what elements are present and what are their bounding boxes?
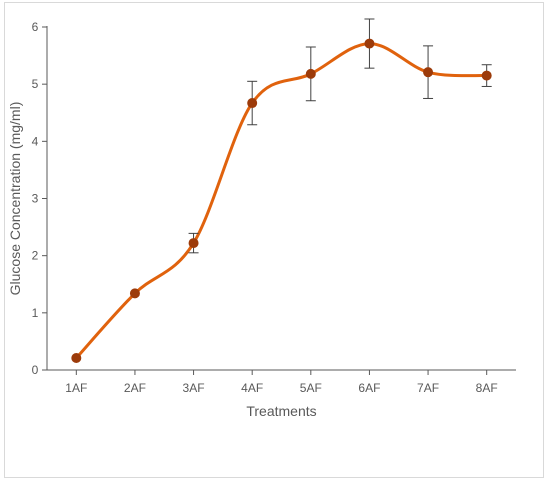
y-tick-label: 3 — [32, 192, 39, 206]
data-point — [423, 67, 434, 78]
x-tick-label: 1AF — [65, 381, 87, 395]
data-point — [305, 68, 316, 79]
x-tick-label: 7AF — [417, 381, 439, 395]
y-tick-label: 4 — [32, 134, 39, 148]
y-axis-title: Glucose Concentration (mg/ml) — [7, 102, 23, 296]
x-tick-label: 5AF — [300, 381, 322, 395]
y-tick-label: 0 — [32, 363, 39, 377]
data-point — [129, 288, 140, 299]
x-tick-label: 2AF — [124, 381, 146, 395]
x-tick-label: 6AF — [358, 381, 380, 395]
data-point — [364, 38, 375, 49]
tick-labels: 0 1 2 3 4 5 6 1AF 2AF 3AF 4AF 5AF 6AF 7AF 8AF — [32, 20, 498, 395]
y-tick-label: 6 — [32, 20, 39, 34]
data-point — [247, 98, 258, 109]
chart-frame — [4, 2, 544, 478]
x-tick-label: 4AF — [241, 381, 263, 395]
x-tick-label: 8AF — [476, 381, 498, 395]
y-tick-label: 5 — [32, 77, 39, 91]
x-axis-title: Treatments — [246, 403, 316, 419]
axes — [42, 26, 516, 375]
y-tick-label: 2 — [32, 249, 39, 263]
series-line — [74, 42, 489, 360]
data-point — [188, 238, 199, 249]
x-tick-label: 3AF — [183, 381, 205, 395]
y-tick-label: 1 — [32, 306, 39, 320]
data-point — [481, 70, 492, 81]
series-layer — [71, 18, 492, 363]
data-point — [71, 352, 82, 363]
